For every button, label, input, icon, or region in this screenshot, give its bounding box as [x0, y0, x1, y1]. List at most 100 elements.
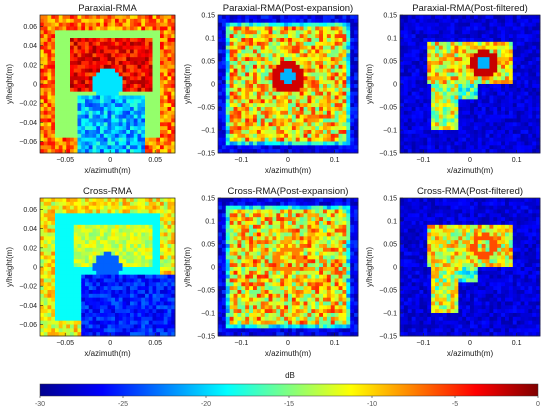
heatmap-cell — [501, 72, 506, 77]
heatmap-cell — [77, 122, 82, 127]
heatmap-cell — [458, 38, 463, 43]
heatmap-cell — [403, 107, 409, 112]
heatmap-cell — [241, 41, 246, 47]
heatmap-cell — [92, 149, 97, 154]
heatmap-cell — [233, 99, 238, 104]
heatmap-cell — [70, 53, 75, 58]
heatmap-cell — [446, 133, 451, 139]
heatmap-cell — [315, 34, 320, 39]
heatmap-cell — [299, 38, 304, 43]
heatmap-cell — [237, 118, 242, 123]
heatmap-cell — [315, 61, 320, 66]
heatmap-cell — [152, 84, 157, 89]
heatmap-cell — [122, 133, 127, 139]
heatmap-cell — [473, 99, 479, 104]
heatmap-cell — [156, 45, 161, 50]
heatmap-cell — [55, 232, 60, 237]
heatmap-cell — [122, 84, 127, 89]
heatmap-cell — [454, 72, 459, 77]
heatmap-cell — [145, 57, 150, 62]
heatmap-cell — [489, 22, 494, 27]
heatmap-cell — [100, 57, 105, 62]
heatmap-cell — [260, 49, 266, 54]
heatmap-cell — [431, 87, 436, 93]
heatmap-cell — [118, 290, 123, 295]
heatmap-cell — [167, 122, 172, 127]
heatmap-cell — [450, 53, 455, 58]
heatmap-cell — [40, 141, 45, 146]
heatmap-cell — [160, 26, 165, 31]
heatmap-cell — [427, 68, 432, 73]
heatmap-cell — [520, 133, 525, 139]
heatmap-cell — [47, 87, 52, 93]
heatmap-cell — [508, 110, 514, 116]
heatmap-cell — [171, 126, 176, 131]
heatmap-cell — [152, 57, 157, 62]
heatmap-cell — [58, 22, 63, 27]
heatmap-cell — [43, 137, 48, 142]
heatmap-cell — [160, 68, 165, 73]
heatmap-cell — [55, 110, 60, 116]
heatmap-cell — [58, 126, 63, 131]
heatmap-cell — [55, 53, 60, 58]
heatmap-cell — [276, 103, 281, 108]
heatmap-cell — [229, 49, 234, 54]
heatmap-cell — [70, 313, 75, 318]
heatmap-cell — [103, 209, 108, 214]
heatmap-cell — [225, 126, 231, 131]
heatmap-cell — [141, 217, 146, 222]
heatmap-cell — [264, 61, 269, 66]
heatmap-cell — [501, 122, 506, 127]
heatmap-cell — [253, 49, 258, 54]
heatmap-cell — [407, 61, 413, 66]
heatmap-cell — [435, 22, 440, 27]
heatmap-cell — [58, 244, 63, 249]
heatmap-cell — [148, 107, 153, 112]
heatmap-cell — [58, 57, 63, 62]
heatmap-cell — [520, 114, 525, 119]
heatmap-cell — [133, 270, 138, 276]
heatmap-cell — [528, 15, 533, 20]
heatmap-cell — [473, 126, 479, 131]
heatmap-cell — [96, 198, 101, 203]
heatmap-cell — [342, 49, 347, 54]
heatmap-cell — [419, 45, 424, 50]
heatmap-cell — [115, 137, 120, 142]
heatmap-cell — [415, 80, 420, 85]
heatmap-cell — [133, 133, 138, 139]
heatmap-cell — [400, 26, 405, 31]
heatmap-cell — [462, 76, 467, 81]
heatmap-cell — [77, 316, 82, 322]
heatmap-cell — [58, 267, 63, 272]
heatmap-cell — [489, 126, 494, 131]
heatmap-cell — [163, 149, 168, 154]
heatmap-cell — [462, 34, 467, 39]
heatmap-cell — [77, 49, 82, 54]
heatmap-cell — [96, 133, 101, 139]
heatmap-cell — [477, 107, 483, 112]
heatmap-cell — [233, 53, 238, 58]
heatmap-cell — [137, 30, 142, 35]
heatmap-cell — [403, 99, 409, 104]
heatmap-cell — [427, 110, 432, 116]
heatmap-cell — [66, 221, 71, 226]
heatmap-cell — [415, 22, 420, 27]
heatmap-cell — [260, 57, 266, 62]
heatmap-cell — [466, 99, 471, 104]
heatmap-cell — [73, 80, 78, 85]
heatmap-cell — [111, 26, 116, 31]
heatmap-cell — [66, 316, 71, 322]
heatmap-cell — [438, 76, 444, 81]
heatmap-cell — [528, 84, 533, 89]
heatmap-cell — [458, 122, 463, 127]
heatmap-cell — [70, 126, 75, 131]
heatmap-cell — [264, 95, 269, 100]
heatmap-cell — [415, 68, 420, 73]
heatmap-cell — [427, 45, 432, 50]
heatmap-cell — [92, 57, 97, 62]
heatmap-cell — [280, 18, 285, 24]
heatmap-cell — [303, 72, 308, 77]
heatmap-cell — [520, 87, 525, 93]
heatmap-cell — [481, 76, 486, 81]
heatmap-cell — [77, 221, 82, 226]
